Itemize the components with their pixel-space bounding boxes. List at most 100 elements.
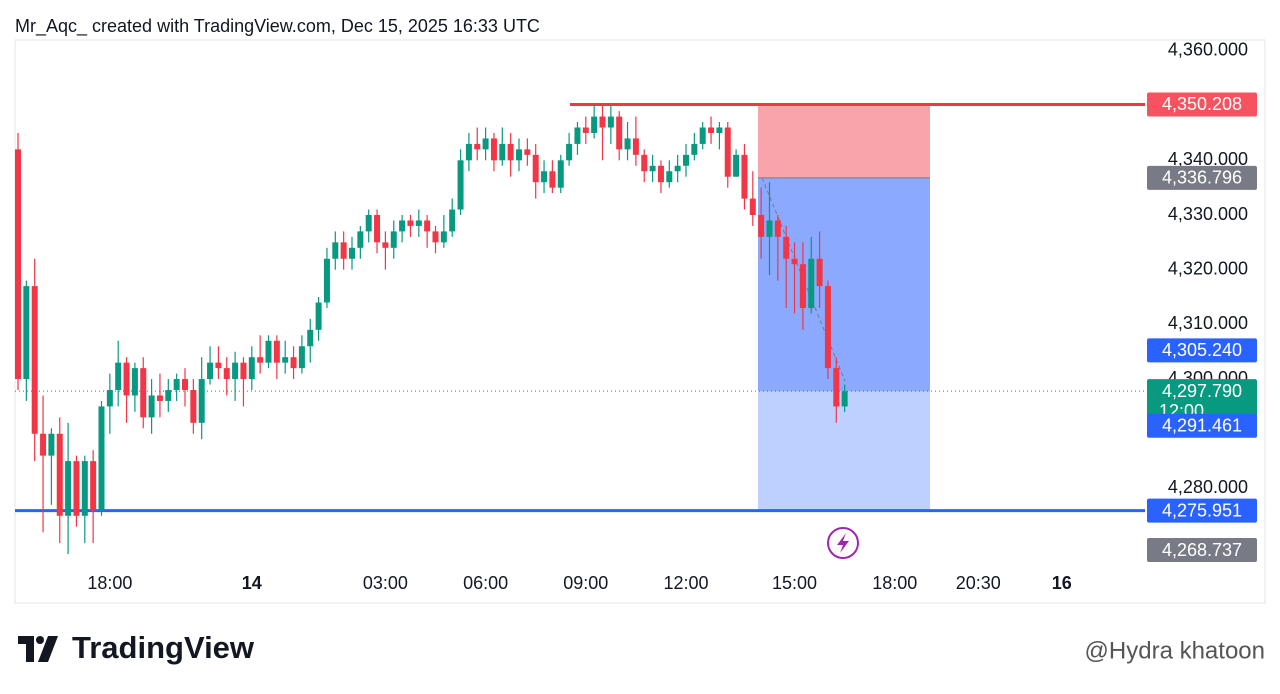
price-badge: 4,268.737 [1147,538,1257,563]
price-badge-bg [1147,92,1257,117]
candle-body [106,390,113,407]
candle-body [799,264,806,308]
candle-body [98,406,105,511]
candle-body [833,368,840,407]
candle-body [156,395,163,401]
candle-body [783,236,790,259]
x-tick-label: 03:00 [363,573,408,593]
price-badge: 4,275.951 [1147,498,1257,523]
candle-body [165,390,172,401]
price-badge-bg [1147,165,1257,190]
candle-body [708,127,715,133]
y-tick-label: 4,320.000 [1168,258,1248,278]
candle-body [390,231,397,248]
candle-body [808,258,815,308]
candle-body [407,220,414,226]
candle-body [23,286,30,380]
price-badge-bg [1147,538,1257,563]
candle-body [616,116,623,150]
candle-body [524,149,531,155]
price-badge: 4,336.796 [1147,165,1257,190]
price-badge-label: 4,297.790 [1162,381,1242,401]
candle-body [674,165,681,172]
price-badge-bg [1147,338,1257,363]
price-badge: 4,305.240 [1147,338,1257,363]
x-tick-label: 12:00 [663,573,708,593]
candle-body [131,368,138,396]
candle-body [566,143,573,161]
price-badge-label: 4,305.240 [1162,340,1242,360]
candle-body [716,127,723,133]
candle-body [357,231,364,248]
candle-body [282,357,289,363]
profit-zone-filled [758,177,930,392]
candle-body [724,127,731,177]
candle-body [382,242,389,248]
candle-body [215,362,222,369]
candle-body [290,357,297,369]
candle-body [791,258,798,265]
stop-zone [758,104,930,178]
candle-body [607,116,614,128]
x-tick-label: 14 [242,573,262,593]
candle-body [490,138,497,161]
candle-body [15,149,21,380]
candle-body [657,165,664,183]
candle-body [749,198,756,215]
candle-body [298,346,305,369]
x-tick-label: 09:00 [563,573,608,593]
candle-body [440,231,447,243]
candle-body [482,138,489,150]
candle-body [90,461,97,511]
candle-body [257,357,264,363]
price-badge: 4,291.461 [1147,413,1257,438]
candle-body [273,340,280,363]
candle-body [683,154,689,166]
candle-body [516,149,522,161]
candle-body [632,138,639,155]
candle-body [198,379,205,423]
candle-body [248,357,255,380]
candle-body [499,143,506,161]
candle-body [40,433,47,456]
chart-frame [14,39,1266,604]
candle-body [374,215,381,243]
price-badge-label: 4,291.461 [1162,416,1242,436]
candle-body [332,242,339,259]
x-tick-label: 06:00 [463,573,508,593]
candle-body [207,362,214,380]
price-badge-label: 4,336.796 [1162,168,1242,188]
candle-body [315,302,322,330]
candle-body [541,171,548,183]
candle-body [474,143,481,150]
candle-body [148,395,155,418]
event-icon-bolt [837,533,849,553]
price-badge-bg [1147,379,1257,424]
candle-body [699,127,706,144]
candle-body [758,215,765,237]
header: Mr_Aqc_ created with TradingView.com, De… [15,16,540,36]
candle-body [591,116,598,133]
y-tick-label: 4,280.000 [1168,477,1248,497]
price-badge-bg [1147,498,1257,523]
candle-body [641,154,648,172]
candle-body [574,127,581,144]
watermark: @Hydra khatoon [1085,637,1265,664]
candle-body [232,362,239,380]
candle-body [240,362,247,380]
candle-body [65,461,72,516]
candle-body [449,209,456,232]
trade-path [761,177,846,382]
candle-body [140,368,147,418]
candle-body [624,138,631,150]
candle-body [123,362,130,396]
price-badge-label: 4,275.951 [1162,500,1242,520]
candle-body [666,171,673,183]
price-badge-label: 4,268.737 [1162,540,1242,560]
candle-body [115,362,122,390]
candle-body [549,171,556,188]
brand: TradingView [72,630,255,665]
candle-body [457,160,464,210]
